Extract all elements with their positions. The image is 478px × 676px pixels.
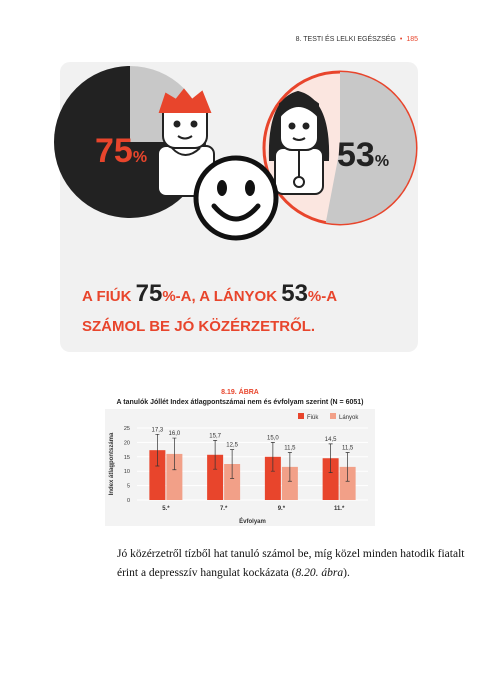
y-tick-label: 10: [124, 469, 130, 475]
bar: [339, 466, 356, 500]
error-bar: [230, 449, 235, 479]
figure-label: 8.19. ábra: [221, 387, 259, 396]
y-tick-label: 25: [124, 426, 130, 432]
chart-title: A tanulók Jóllét Index átlagpontszámai n…: [117, 399, 364, 406]
legend-swatch: [298, 413, 304, 419]
data-label: 15,7: [209, 433, 221, 439]
pie-girls: [325, 72, 416, 224]
bar: [149, 450, 166, 500]
legend-label: Fiúk: [307, 415, 319, 421]
page-number: 185: [406, 36, 418, 43]
girl-icon: [268, 90, 330, 195]
header-bullet: •: [400, 36, 403, 43]
y-tick-label: 0: [127, 498, 130, 504]
x-tick-label: 7.*: [220, 506, 228, 512]
paragraph-line1: Jó közérzetről tízből hat tanuló számol …: [117, 548, 465, 560]
data-label: 14,5: [325, 437, 337, 443]
bar: [224, 464, 241, 500]
paragraph-line2: érint a depresszív hangulat kockázata (8…: [117, 567, 350, 579]
error-bar: [155, 433, 160, 467]
x-tick-label: 9.*: [278, 506, 286, 512]
paragraph-text: Jó közérzetről tízből hat tanuló számol …: [117, 548, 465, 560]
girls-value: 53: [337, 136, 375, 174]
x-tick-label: 11.*: [334, 506, 345, 512]
x-tick-label: 5.*: [162, 506, 170, 512]
boys-value: 75: [95, 132, 133, 170]
data-label: 15,0: [267, 435, 279, 441]
caption-text: A FIÚK: [82, 287, 136, 305]
boys-percent: 75%: [95, 132, 147, 170]
bar: [322, 458, 339, 500]
error-bar: [270, 442, 275, 472]
y-tick-label: 20: [124, 440, 130, 446]
x-axis-label: Évfolyam: [239, 517, 266, 525]
paragraph-end: ).: [343, 567, 350, 579]
boy-icon: [157, 88, 215, 197]
caption-line1: A FIÚK 75%-A, A LÁNYOK 53%-A: [82, 280, 337, 307]
bar: [264, 456, 281, 500]
error-bar: [345, 452, 350, 482]
smiley: [193, 155, 279, 241]
bar: [281, 466, 298, 500]
error-bar: [172, 437, 177, 471]
data-label: 11,5: [284, 445, 296, 451]
caption-line2: SZÁMOL BE JÓ KÖZÉRZETRŐL.: [82, 317, 315, 335]
error-bar: [328, 443, 333, 473]
data-label: 17,3: [152, 427, 164, 433]
data-label: 16,0: [169, 431, 181, 437]
legend-label: Lányok: [339, 415, 359, 421]
error-bar: [213, 440, 218, 470]
paragraph-text: érint a depresszív hangulat kockázata (: [117, 567, 296, 579]
caption-boys: 75: [136, 280, 163, 307]
bar: [166, 453, 183, 500]
running-header: 8. TESTI ÉS LELKI EGÉSZSÉG • 185: [296, 34, 418, 43]
figure-reference: 8.20. ábra: [296, 567, 344, 579]
legend-swatch: [330, 413, 336, 419]
data-label: 12,5: [226, 443, 238, 449]
percent-sign: %: [133, 149, 147, 166]
caption-text: -A: [321, 288, 337, 305]
y-tick-label: 15: [124, 455, 130, 461]
y-tick-label: 5: [127, 484, 130, 490]
caption-percent: %: [308, 288, 321, 305]
caption-percent: %: [162, 288, 175, 305]
header-section: 8. TESTI ÉS LELKI EGÉSZSÉG: [296, 34, 396, 43]
percent-sign: %: [375, 153, 389, 170]
data-label: 11,5: [342, 445, 354, 451]
girls-percent: 53%: [337, 136, 389, 174]
chart: 0 5 10 15 20 25 Index átlagpontszáma Évfolyam Fi…: [109, 413, 368, 525]
caption-girls: 53: [281, 280, 308, 307]
bar: [207, 454, 224, 500]
caption-text: -A, A LÁNYOK: [176, 288, 282, 305]
error-bar: [287, 452, 292, 482]
y-axis-label: Index átlagpontszáma: [109, 432, 115, 495]
